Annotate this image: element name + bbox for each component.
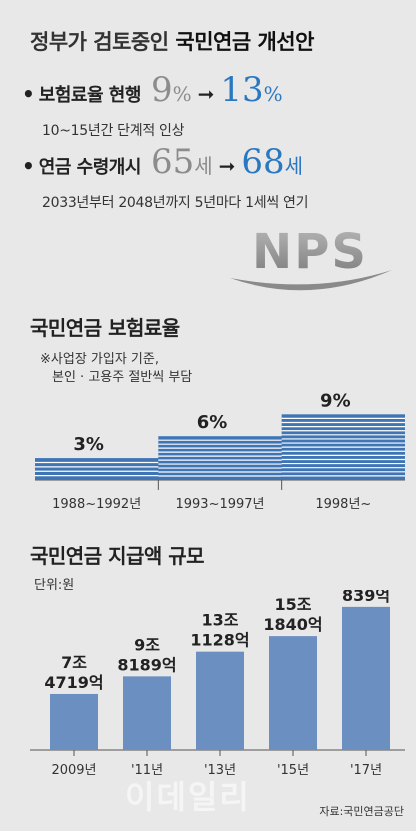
proposal-label: 연금 수령개시 [38,157,142,178]
watermark: 이데일리 [125,778,251,816]
payout-bar [123,676,171,750]
page-title: 정부가 검토중인 국민연금 개선안 [30,30,314,54]
chart2-title: 국민연금 지급액 규모 [30,544,205,568]
year-label: '15년 [277,763,309,778]
logo-text: NPS [252,224,368,280]
unit-note: 단위:원 [34,578,75,593]
proposal-note: 2033년부터 2048년까지 5년마다 1세씩 연기 [42,195,309,211]
nps-logo: NPS [230,224,392,291]
rate-step-bar [281,414,405,480]
premium-rate-chart: 3% 1988~1992년 6% 1993~1997년 9% 1998년~ [35,390,405,512]
old-value: 9% [150,70,192,110]
rate-value-label: 6% [197,412,228,433]
year-label: '17년 [350,763,382,778]
chart1-title: 국민연금 보험료율 [30,316,180,340]
bullet-icon: • [22,82,35,106]
payout-label-top: 9조 [134,635,160,654]
source-note: 자료:국민연금공단 [319,805,404,818]
new-value: 68세 [241,142,304,182]
year-label: 2009년 [51,763,96,778]
period-label: 1993~1997년 [175,497,264,512]
proposal-label: 보험료율 현행 [38,85,142,106]
year-label: '11년 [131,763,163,778]
proposal-premium-rate: • 보험료율 현행 9% ➞ 13% [22,70,283,110]
period-label: 1998년~ [315,497,371,512]
new-value: 13% [220,70,283,110]
chart1-note-1: ※사업장 가입자 기준, [40,352,159,367]
payout-label-bottom: 1840억 [263,615,322,634]
arrow-right-icon: ➞ [218,154,236,178]
rate-value-label: 9% [320,390,351,411]
payout-bar [342,606,390,750]
payout-label-top: 7조 [61,653,87,672]
bullet-icon: • [22,154,35,178]
payout-label-bottom: 4719억 [44,673,103,692]
payout-label-bottom: 8189억 [117,655,176,674]
rate-value-label: 3% [73,434,104,455]
chart1-note-2: 본인 · 고용주 절반씩 부담 [52,370,193,385]
year-label: '13년 [204,763,236,778]
proposal-pension-age: • 연금 수령개시 65세 ➞ 68세 [22,142,303,182]
payout-label-top: 13조 [202,611,239,630]
payout-bar [50,693,98,750]
payout-bar [196,651,244,750]
payout-bar [269,636,317,750]
payout-label-top: 15조 [275,595,312,614]
old-value: 65세 [150,142,213,182]
period-label: 1988~1992년 [52,497,141,512]
payout-label-bottom: 839억 [342,590,390,605]
arrow-right-icon: ➞ [197,82,215,106]
payout-label-bottom: 1128억 [190,631,249,650]
proposal-note: 10~15년간 단계적 인상 [42,123,185,139]
